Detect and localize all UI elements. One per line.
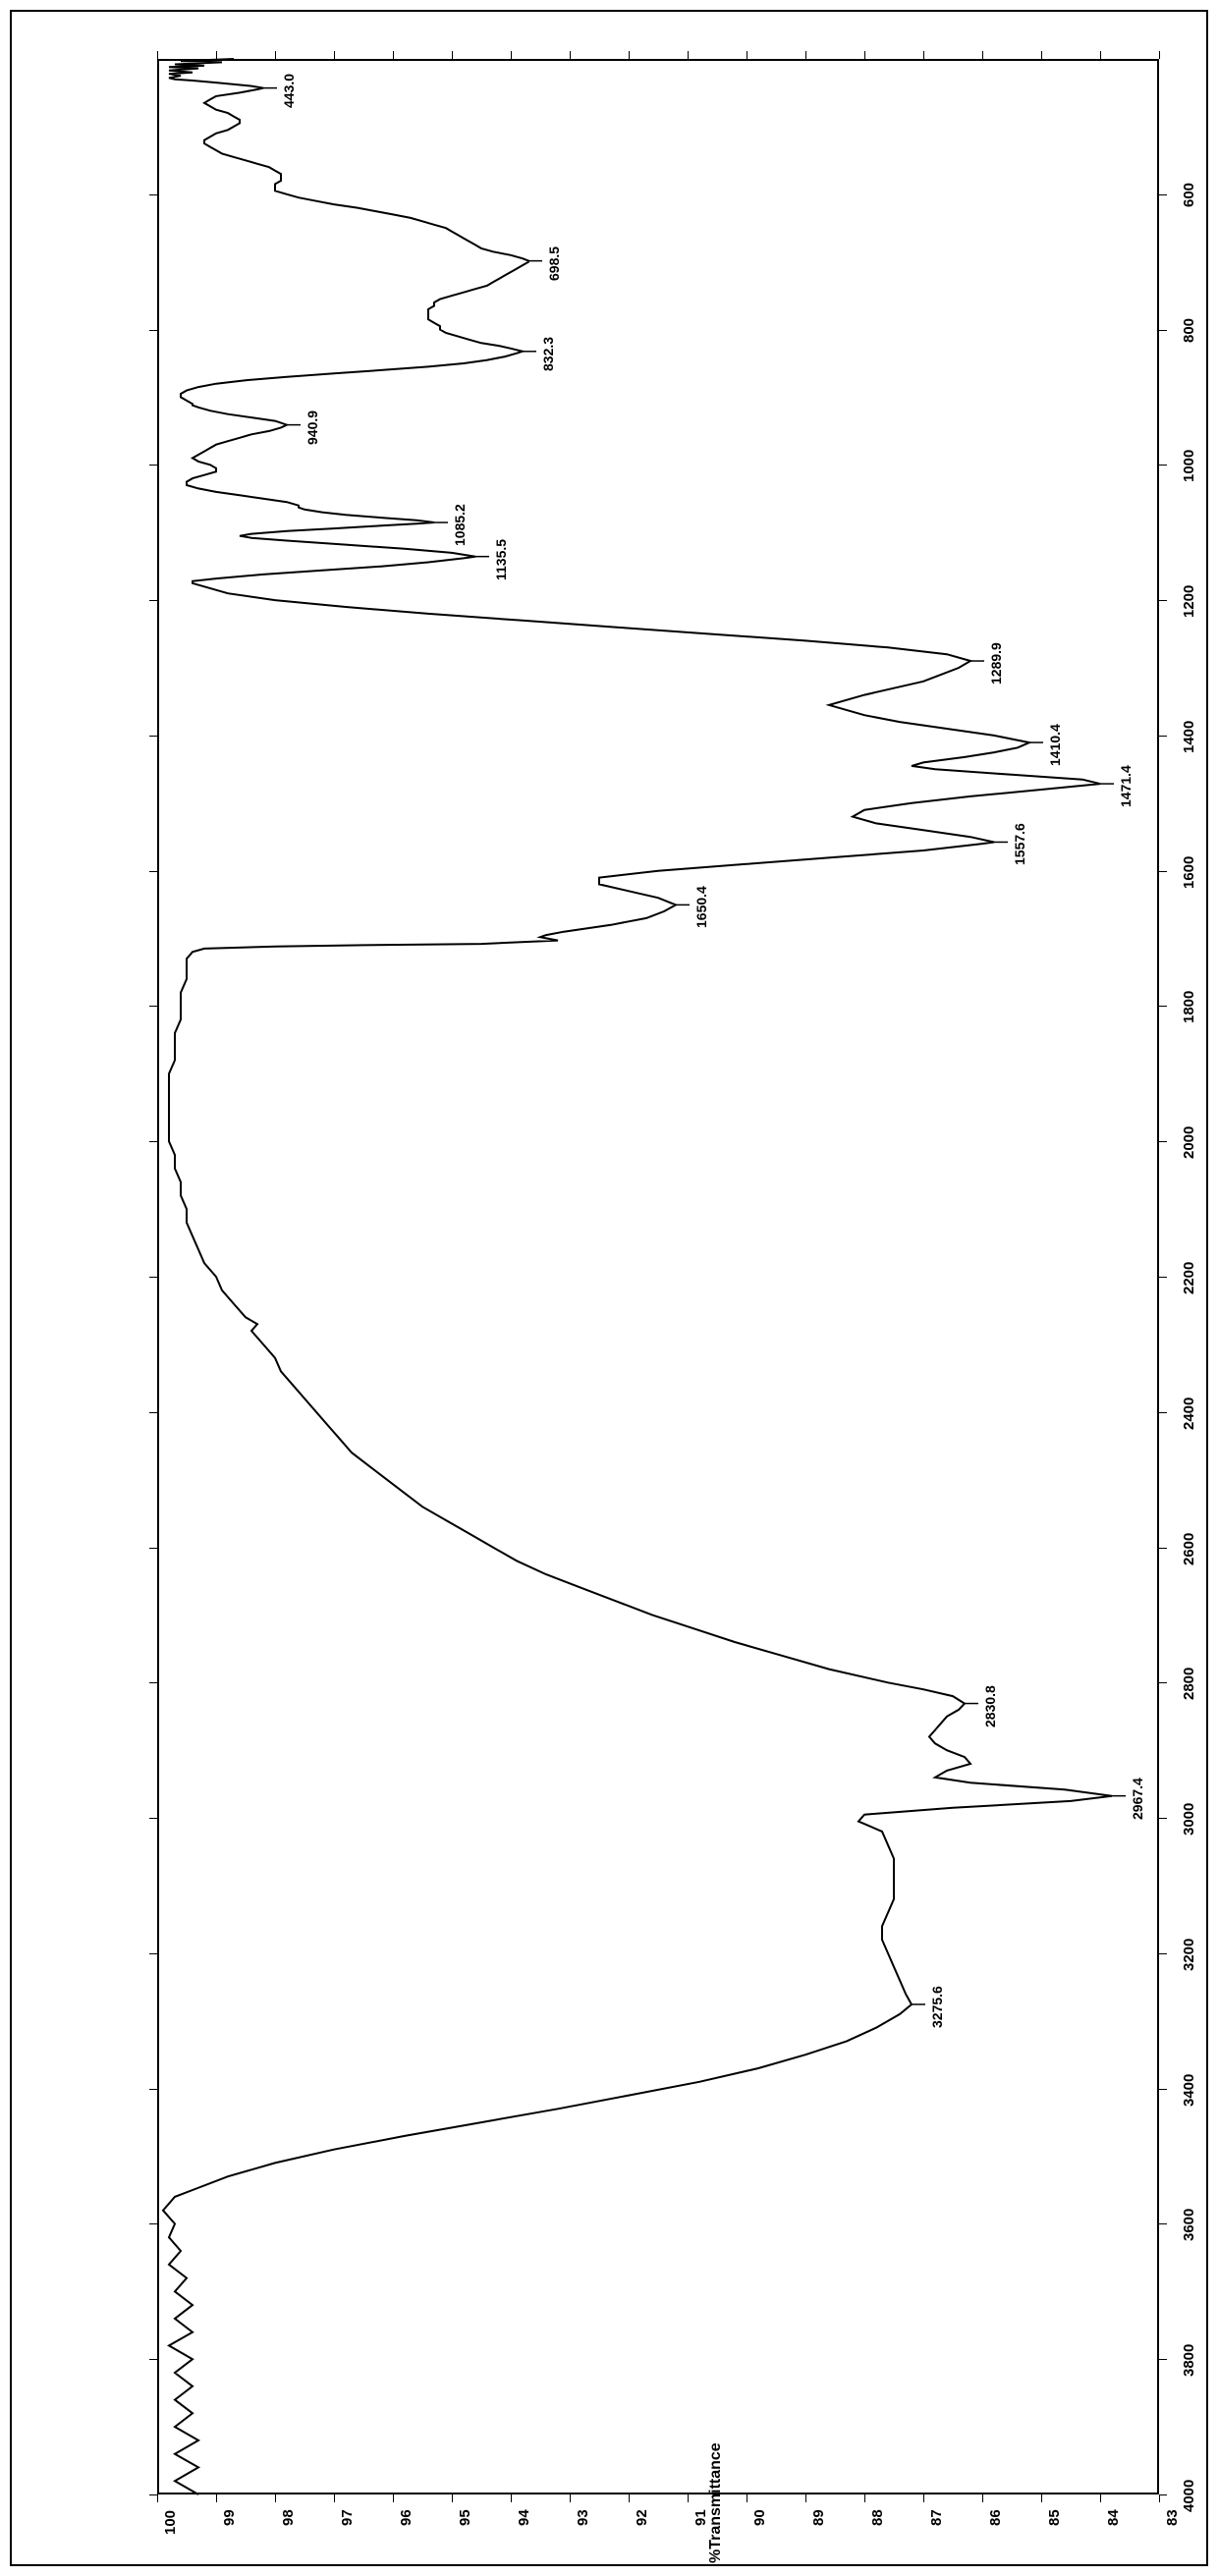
peak-label: 698.5: [546, 247, 562, 281]
y-tick-label: 94: [516, 2509, 532, 2526]
peak-label: 3275.6: [929, 1986, 945, 2028]
y-tick-label: 98: [280, 2509, 297, 2526]
y-tick-label: 96: [398, 2509, 415, 2526]
y-tick-label: 89: [810, 2509, 827, 2526]
x-tick-label: 2800: [1181, 1668, 1197, 1700]
y-tick-label: 97: [339, 2509, 356, 2526]
y-tick-label: 90: [751, 2509, 768, 2526]
peak-label: 2967.4: [1130, 1778, 1145, 1820]
peak-label: 940.9: [304, 411, 320, 445]
x-tick-label: 3000: [1181, 1803, 1197, 1836]
y-tick-label: 88: [869, 2509, 886, 2526]
y-tick-label: 93: [575, 2509, 591, 2526]
spectrum-line: [0, 0, 1218, 2576]
y-tick-label: 87: [928, 2509, 945, 2526]
x-tick-label: 2600: [1181, 1532, 1197, 1564]
y-axis-title: %Transmittance: [707, 2442, 725, 2563]
y-tick-label: 84: [1105, 2509, 1122, 2526]
y-tick-label: 92: [634, 2509, 650, 2526]
x-tick-label: 3400: [1181, 2073, 1197, 2106]
x-tick-label: 2000: [1181, 1126, 1197, 1159]
x-tick-label: 3600: [1181, 2209, 1197, 2241]
peak-label: 2830.8: [982, 1685, 998, 1727]
x-tick-label: 600: [1181, 183, 1197, 207]
peak-label: 1289.9: [988, 642, 1004, 685]
peak-label: 1410.4: [1047, 724, 1063, 766]
y-tick-label: 86: [987, 2509, 1004, 2526]
y-tick-label: 83: [1164, 2509, 1181, 2526]
x-tick-label: 3800: [1181, 2344, 1197, 2377]
peak-label: 1650.4: [693, 887, 709, 929]
y-tick-label: 85: [1046, 2509, 1063, 2526]
x-tick-label: 1600: [1181, 855, 1197, 888]
x-tick-label: 1400: [1181, 721, 1197, 753]
x-tick-label: 800: [1181, 318, 1197, 343]
peak-label: 443.0: [281, 74, 297, 108]
peak-label: 1557.6: [1012, 824, 1027, 866]
peak-label: 1085.2: [452, 504, 468, 546]
x-tick-label: 3200: [1181, 1939, 1197, 1971]
y-tick-label: 99: [221, 2509, 238, 2526]
x-tick-label: 1800: [1181, 991, 1197, 1023]
peak-label: 1471.4: [1118, 765, 1134, 807]
y-tick-label: 95: [457, 2509, 473, 2526]
peak-label: 832.3: [540, 337, 556, 371]
x-tick-label: 1000: [1181, 450, 1197, 482]
y-tick-label: 100: [162, 2510, 179, 2535]
x-tick-label: 1200: [1181, 585, 1197, 618]
x-tick-label: 2400: [1181, 1397, 1197, 1429]
peak-label: 1135.5: [493, 539, 509, 580]
x-tick-label: 4000: [1181, 2480, 1197, 2512]
x-tick-label: 2200: [1181, 1262, 1197, 1294]
